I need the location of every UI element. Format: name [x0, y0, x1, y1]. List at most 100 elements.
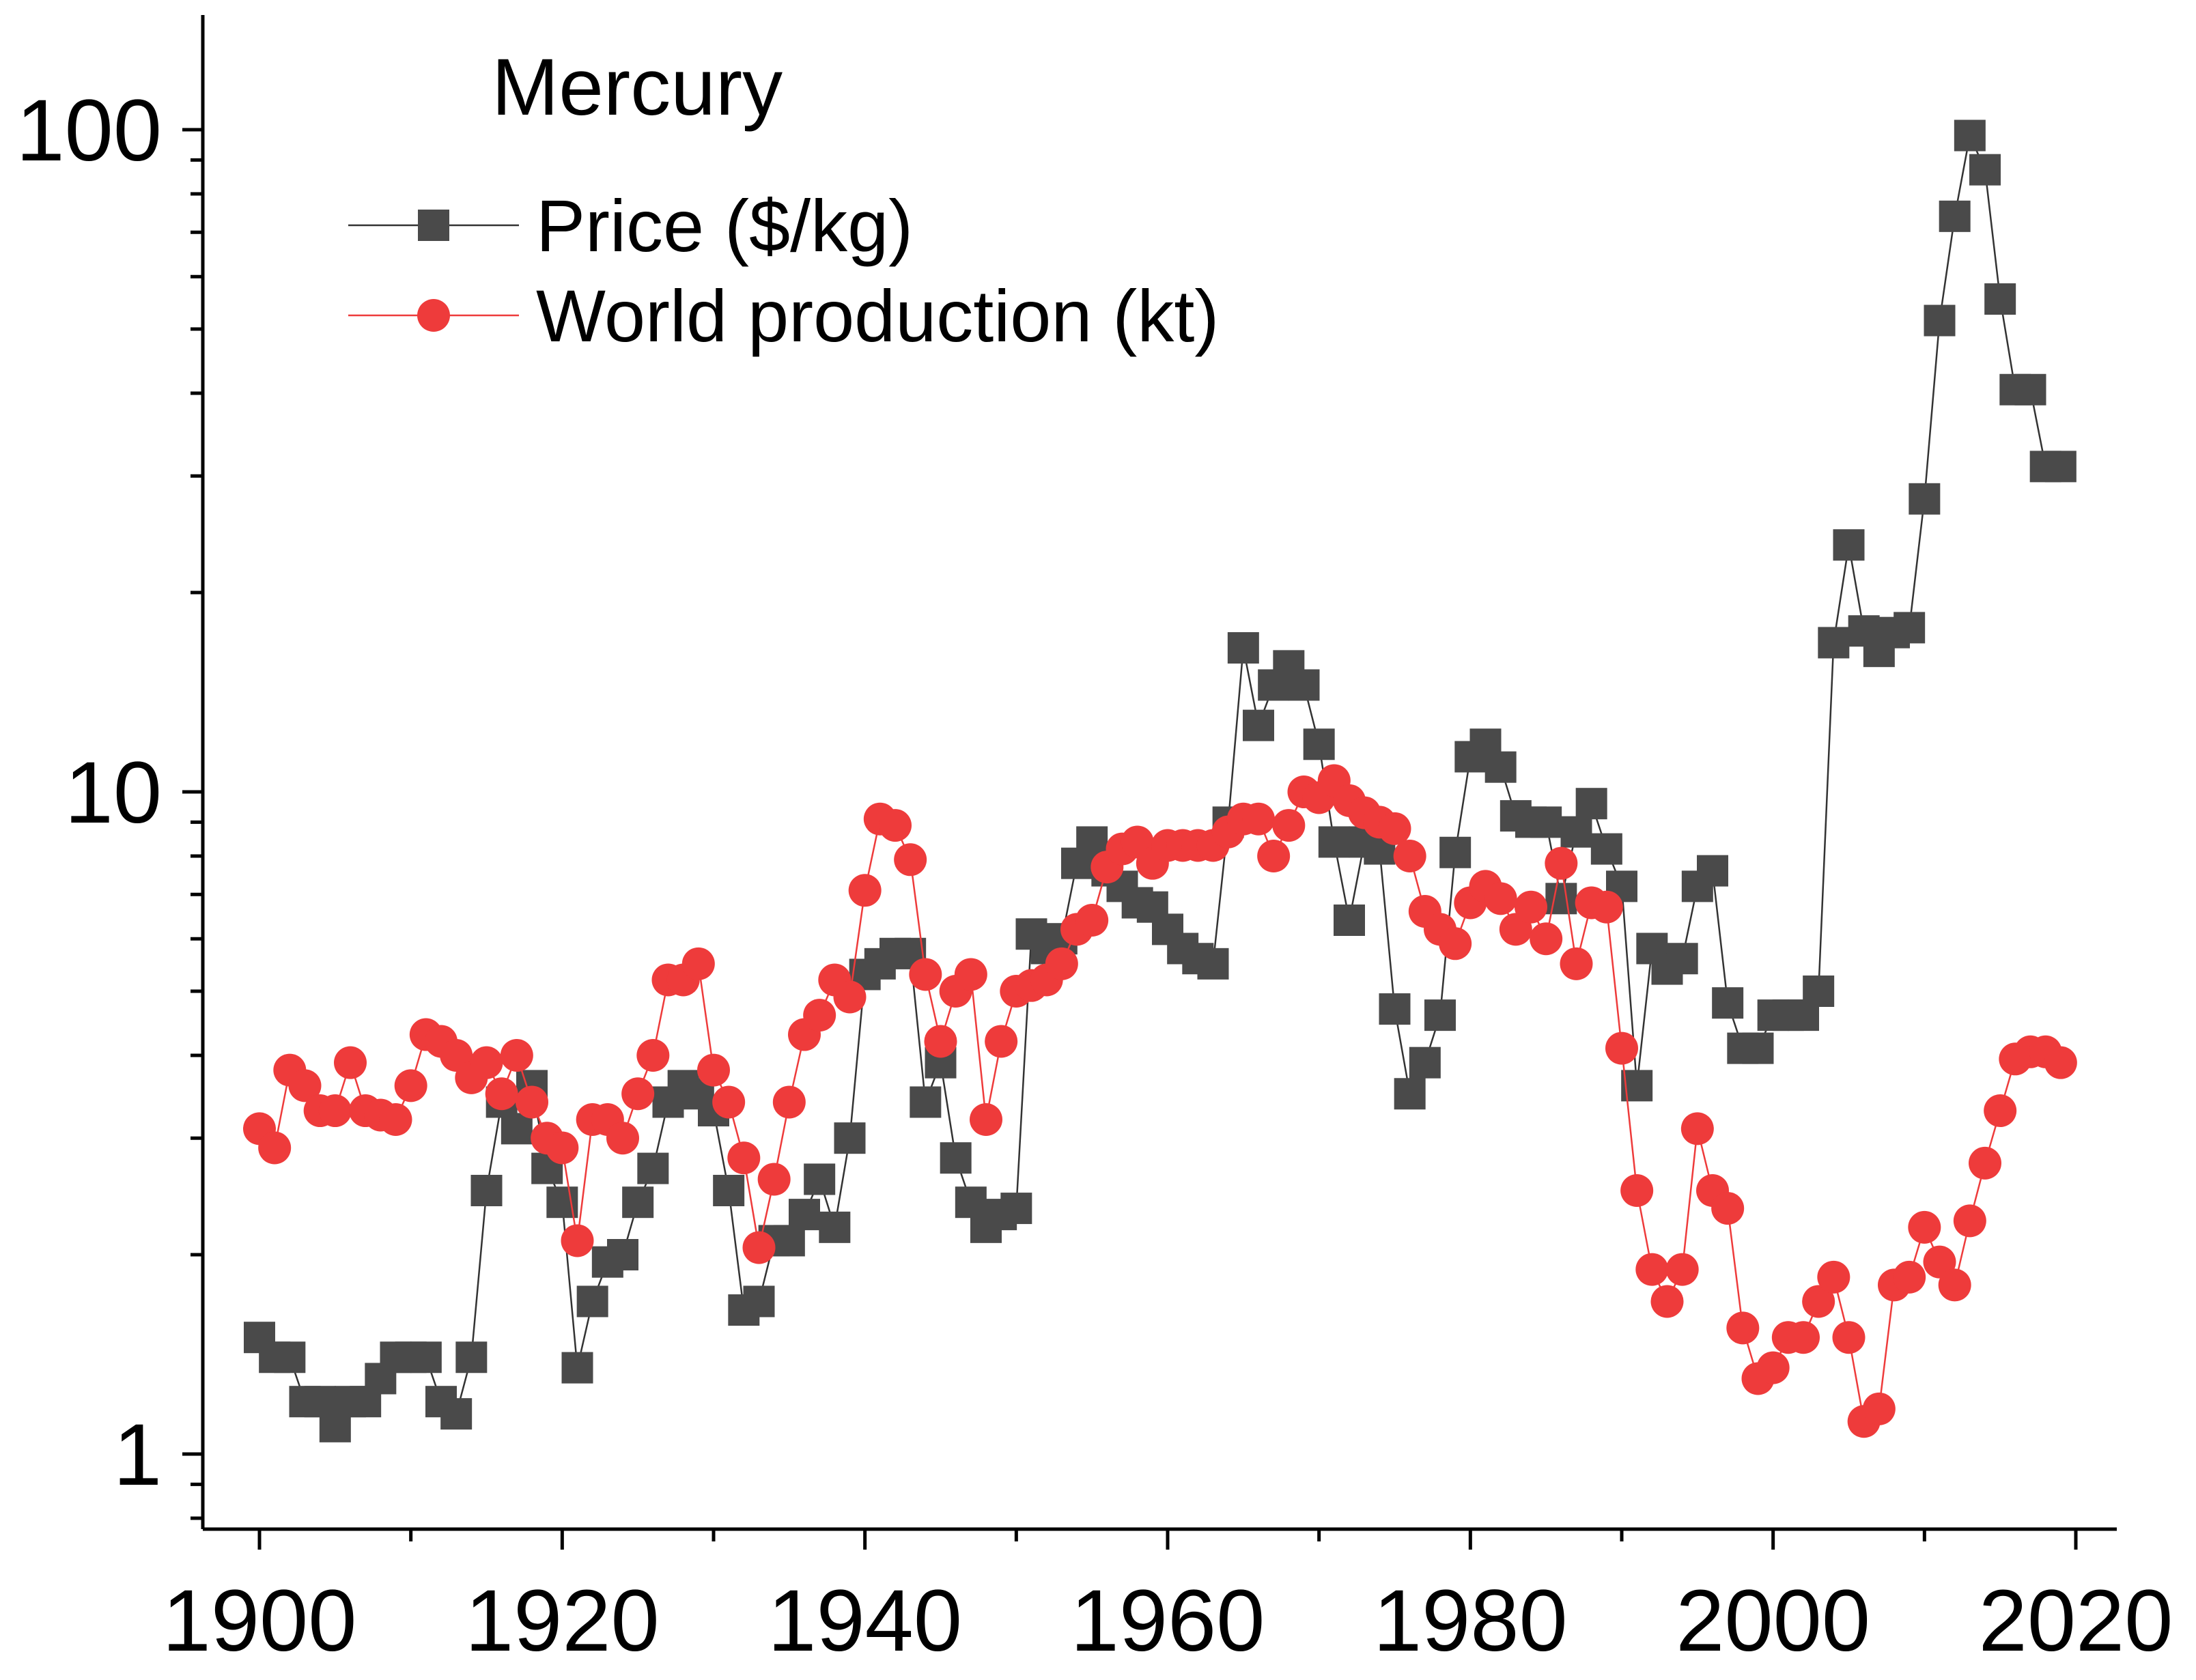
production-point [1817, 1260, 1850, 1294]
price-point [1590, 833, 1622, 865]
production-point [394, 1069, 427, 1102]
price-point [1303, 728, 1335, 760]
price-point [501, 1113, 533, 1145]
price-point [1530, 806, 1562, 838]
price-point [1288, 669, 1320, 701]
production-point [848, 874, 882, 907]
production-point [1590, 890, 1623, 924]
price-series [244, 119, 2077, 1442]
production-point [742, 1231, 776, 1264]
production-point [833, 980, 867, 1014]
price-point [1424, 999, 1456, 1031]
production-point [757, 1163, 791, 1196]
price-point [743, 1285, 775, 1318]
price-point [1742, 1032, 1774, 1064]
x-tick-label: 1980 [1373, 1572, 1568, 1670]
production-point [1257, 840, 1291, 873]
production-point [500, 1039, 533, 1072]
production-point [1832, 1321, 1866, 1354]
production-point [1650, 1285, 1684, 1318]
price-point [804, 1163, 836, 1195]
price-point [274, 1341, 306, 1373]
production-point [1787, 1321, 1820, 1354]
tick-labels: 1900 1920 1940 1960 1980 2000 2020 1 10 100 [16, 82, 2173, 1670]
production-point [1908, 1210, 1941, 1244]
y-tick-label: 10 [65, 744, 162, 842]
production-point [1045, 947, 1078, 980]
price-point [713, 1174, 745, 1206]
series-layer [243, 119, 2077, 1442]
price-point [1833, 529, 1865, 561]
price-point [834, 1122, 866, 1154]
production-point [288, 1069, 322, 1102]
price-point [622, 1186, 654, 1219]
price-point [1666, 943, 1698, 975]
price-point [2044, 451, 2077, 483]
production-point [727, 1141, 761, 1175]
production-point [1075, 904, 1109, 937]
price-point [1379, 993, 1411, 1025]
price-point [1197, 948, 1229, 980]
y-tick-label: 100 [16, 82, 162, 180]
price-point [1484, 751, 1517, 783]
production-point [970, 1103, 1002, 1137]
production-point [1862, 1392, 1896, 1425]
x-tick-label: 1900 [163, 1572, 357, 1670]
production-point [772, 1085, 806, 1119]
price-point [1954, 119, 1986, 152]
price-point [1394, 1078, 1426, 1110]
production-point [516, 1085, 548, 1119]
production-point [1439, 927, 1472, 960]
production-point [1393, 840, 1426, 873]
production-point [379, 1103, 412, 1137]
price-point [1243, 709, 1274, 741]
production-series [243, 764, 2077, 1438]
y-tick-label: 1 [113, 1406, 162, 1504]
production-point [1560, 947, 1593, 980]
legend-circle-marker [417, 299, 450, 332]
production-point [485, 1077, 518, 1111]
price-point [1969, 154, 2001, 186]
production-point [1605, 1031, 1638, 1065]
price-point [637, 1152, 669, 1184]
production-point [470, 1046, 503, 1079]
price-point [1924, 304, 1956, 337]
production-point [1726, 1311, 1760, 1345]
production-point [1680, 1112, 1714, 1145]
legend-square-marker [418, 210, 449, 241]
production-point [546, 1131, 579, 1165]
x-tick-label: 1920 [465, 1572, 660, 1670]
production-point [697, 1053, 730, 1087]
legend: Price ($/kg)World production (kt) [348, 184, 1219, 357]
production-point [606, 1122, 639, 1155]
price-point [1697, 855, 1728, 887]
production-point [636, 1039, 670, 1072]
production-point [1711, 1192, 1745, 1225]
ticks [182, 128, 2078, 1550]
production-point [258, 1131, 292, 1165]
price-point [1409, 1047, 1441, 1079]
production-point [1635, 1253, 1669, 1286]
price-point [470, 1174, 503, 1206]
price-point [1909, 483, 1941, 515]
production-point [1620, 1173, 1654, 1207]
production-point [879, 809, 912, 842]
price-point [607, 1239, 638, 1271]
price-point [2014, 373, 2046, 405]
axes [201, 15, 2117, 1531]
production-point [561, 1224, 594, 1257]
price-point [561, 1352, 593, 1384]
production-point [1378, 812, 1411, 845]
x-tick-label: 2020 [1979, 1572, 2173, 1670]
production-point [1984, 1094, 2017, 1128]
price-point [1334, 905, 1365, 937]
production-point [924, 1025, 957, 1058]
production-point [803, 999, 836, 1032]
production-point [954, 958, 987, 991]
price-point [1318, 826, 1350, 858]
price-point [1939, 200, 1971, 232]
production-point [681, 947, 715, 980]
price-point [1712, 987, 1744, 1019]
production-point [1756, 1351, 1790, 1384]
